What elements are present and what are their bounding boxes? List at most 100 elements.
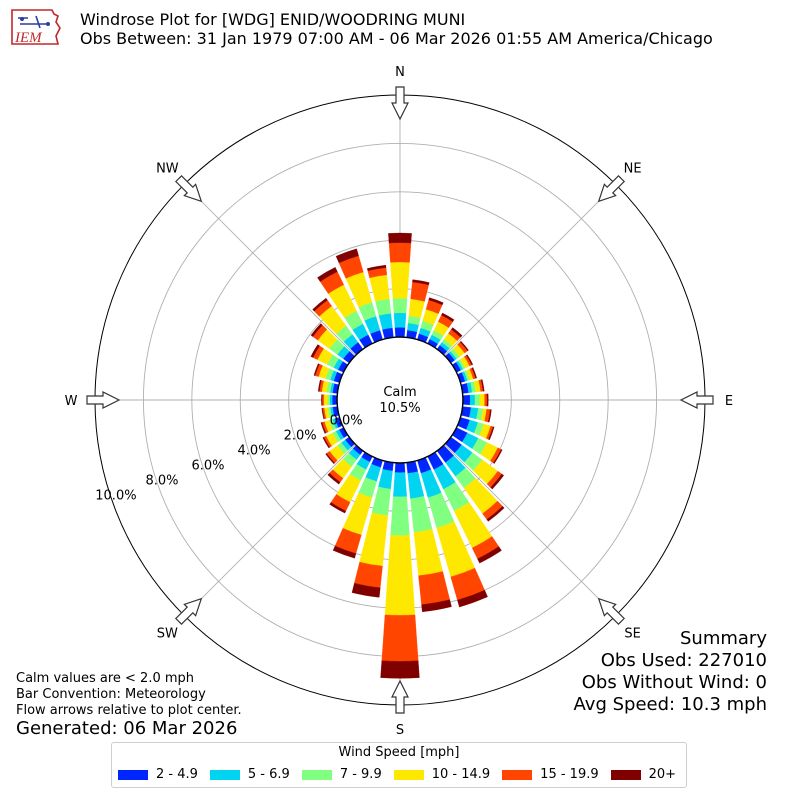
wind-bar-segment bbox=[384, 535, 416, 616]
flow-arrow-shape bbox=[679, 391, 714, 409]
wind-bar-segment bbox=[490, 473, 505, 490]
legend: Wind Speed [mph] 2 - 4.9 5 - 6.9 7 - 9.9 10… bbox=[111, 742, 687, 788]
calm-circle bbox=[336, 336, 464, 464]
wind-bars bbox=[310, 232, 505, 679]
legend-swatch bbox=[118, 769, 148, 780]
wind-bar-segment bbox=[390, 496, 410, 536]
wind-bar-segment bbox=[388, 242, 412, 263]
radial-tick-label: 4.0% bbox=[238, 443, 271, 458]
radial-tick-label: 10.0% bbox=[95, 488, 136, 503]
wind-bar-segment bbox=[418, 571, 450, 605]
flow-arrow-nw bbox=[174, 174, 203, 203]
wind-bar-segment bbox=[317, 379, 322, 392]
legend-swatch bbox=[393, 769, 424, 780]
wind-bar-segment bbox=[493, 449, 503, 464]
compass-label-se: SE bbox=[624, 627, 640, 642]
legend-label: 5 - 6.9 bbox=[247, 767, 290, 782]
radial-tick-label: 0.0% bbox=[330, 413, 363, 428]
grid-spoke bbox=[184, 184, 356, 356]
grid-spoke bbox=[444, 184, 616, 356]
flow-arrow-n bbox=[391, 86, 409, 121]
wind-bar-segment bbox=[335, 248, 359, 264]
wind-bar-segment bbox=[488, 426, 495, 441]
legend-item: 10 - 14.9 bbox=[393, 767, 491, 782]
legend-item: 2 - 4.9 bbox=[118, 767, 198, 782]
axis-labels: N NE E SE S SW W NW 0.0% 2.0% 4.0% 6.0% 8.0% 10.0% Cal… bbox=[65, 65, 734, 738]
chart-subtitle: Obs Between: 31 Jan 1979 07:00 AM - 06 M… bbox=[80, 29, 713, 48]
wind-bar-segment bbox=[410, 281, 429, 302]
flow-arrow-shape bbox=[597, 174, 626, 203]
wind-bar-segment bbox=[451, 327, 463, 338]
wind-bar-segment bbox=[354, 561, 383, 588]
flow-arrow-shape bbox=[174, 174, 203, 203]
wind-bar-segment bbox=[413, 528, 443, 576]
flow-arrow-shape bbox=[391, 679, 409, 714]
flow-arrows bbox=[86, 86, 714, 714]
wind-bar-segment bbox=[421, 599, 452, 613]
legend-swatch bbox=[610, 769, 641, 780]
flow-arrow-e bbox=[679, 391, 714, 409]
flow-arrow-shape bbox=[391, 86, 409, 121]
wind-bar-segment bbox=[312, 297, 328, 312]
wind-bar-segment bbox=[321, 394, 325, 406]
legend-item: 15 - 19.9 bbox=[502, 767, 599, 782]
summary-obs-used: Obs Used: 227010 bbox=[600, 650, 767, 671]
wind-bar-segment bbox=[393, 472, 407, 497]
legend-label: 15 - 19.9 bbox=[540, 767, 599, 782]
note-bar-convention: Bar Convention: Meteorology bbox=[16, 687, 206, 702]
wind-bar-segment bbox=[378, 469, 393, 490]
compass-label-e: E bbox=[725, 394, 733, 409]
wind-bar-segment bbox=[375, 298, 392, 316]
wind-bar-segment bbox=[378, 313, 393, 330]
summary-obs-without-wind: Obs Without Wind: 0 bbox=[581, 672, 767, 693]
wind-bar-segment bbox=[388, 232, 412, 244]
wind-bar-segment bbox=[310, 323, 323, 337]
flow-arrow-shape bbox=[597, 597, 626, 626]
calm-label: Calm bbox=[383, 385, 416, 400]
wind-bar-segment bbox=[486, 506, 505, 522]
wind-bar-segment bbox=[441, 312, 455, 322]
wind-bar-segment bbox=[329, 394, 333, 406]
flow-arrow-ne bbox=[597, 174, 626, 203]
logo-text: IEM bbox=[14, 30, 43, 46]
note-flow-arrows: Flow arrows relative to plot center. bbox=[16, 703, 242, 718]
iem-logo: IEM bbox=[11, 9, 61, 46]
wind-bar-segment bbox=[487, 409, 492, 423]
wind-bar-segment bbox=[329, 502, 347, 514]
wind-bar-segment bbox=[486, 393, 489, 407]
wind-bar-segment bbox=[459, 340, 469, 352]
legend-label: 20+ bbox=[648, 767, 677, 782]
flow-arrow-shape bbox=[174, 597, 203, 626]
legend-items: 2 - 4.9 5 - 6.9 7 - 9.9 10 - 14.9 15 - 19.9 2… bbox=[118, 767, 688, 782]
wind-bar-segment bbox=[480, 379, 485, 392]
compass-label-nw: NW bbox=[156, 161, 179, 176]
wind-bar-segment bbox=[310, 344, 320, 358]
legend-label: 10 - 14.9 bbox=[431, 767, 491, 782]
grid-spoke bbox=[184, 444, 356, 616]
wind-bar-segment bbox=[477, 546, 502, 564]
flow-arrow-s bbox=[391, 679, 409, 714]
wind-bar-segment bbox=[394, 327, 406, 338]
wind-bar-segment bbox=[327, 394, 331, 406]
wind-bar-segment bbox=[332, 545, 357, 559]
legend-label: 2 - 4.9 bbox=[156, 767, 198, 782]
wind-bar-segment bbox=[484, 393, 488, 407]
wind-bar-segment bbox=[408, 298, 425, 318]
wind-bar-segment bbox=[323, 394, 328, 406]
wind-bar-segment bbox=[471, 367, 477, 379]
compass-label-sw: SW bbox=[157, 627, 178, 642]
wind-bar-segment bbox=[393, 312, 407, 328]
radial-tick-label: 2.0% bbox=[284, 428, 317, 443]
legend-label: 7 - 9.9 bbox=[339, 767, 382, 782]
legend-item: 7 - 9.9 bbox=[301, 767, 382, 782]
wind-bar-segment bbox=[369, 274, 390, 302]
wind-bar-segment bbox=[321, 394, 323, 406]
generated-date: Generated: 06 Mar 2026 bbox=[16, 718, 238, 739]
radial-tick-label: 6.0% bbox=[191, 458, 224, 473]
legend-title: Wind Speed [mph] bbox=[338, 745, 460, 760]
wind-bar-segment bbox=[469, 394, 476, 406]
compass-label-w: W bbox=[65, 394, 78, 409]
wind-bar-segment bbox=[321, 407, 325, 420]
legend-swatch bbox=[502, 769, 533, 780]
